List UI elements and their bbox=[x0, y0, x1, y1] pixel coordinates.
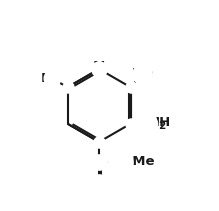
Text: O: O bbox=[94, 175, 105, 188]
Text: 2: 2 bbox=[158, 121, 166, 131]
Text: OMe: OMe bbox=[121, 155, 154, 168]
Text: N: N bbox=[93, 61, 105, 76]
Text: C: C bbox=[94, 155, 104, 168]
Text: NH: NH bbox=[148, 116, 171, 129]
Text: Me: Me bbox=[131, 67, 154, 80]
Text: NC: NC bbox=[41, 72, 62, 85]
